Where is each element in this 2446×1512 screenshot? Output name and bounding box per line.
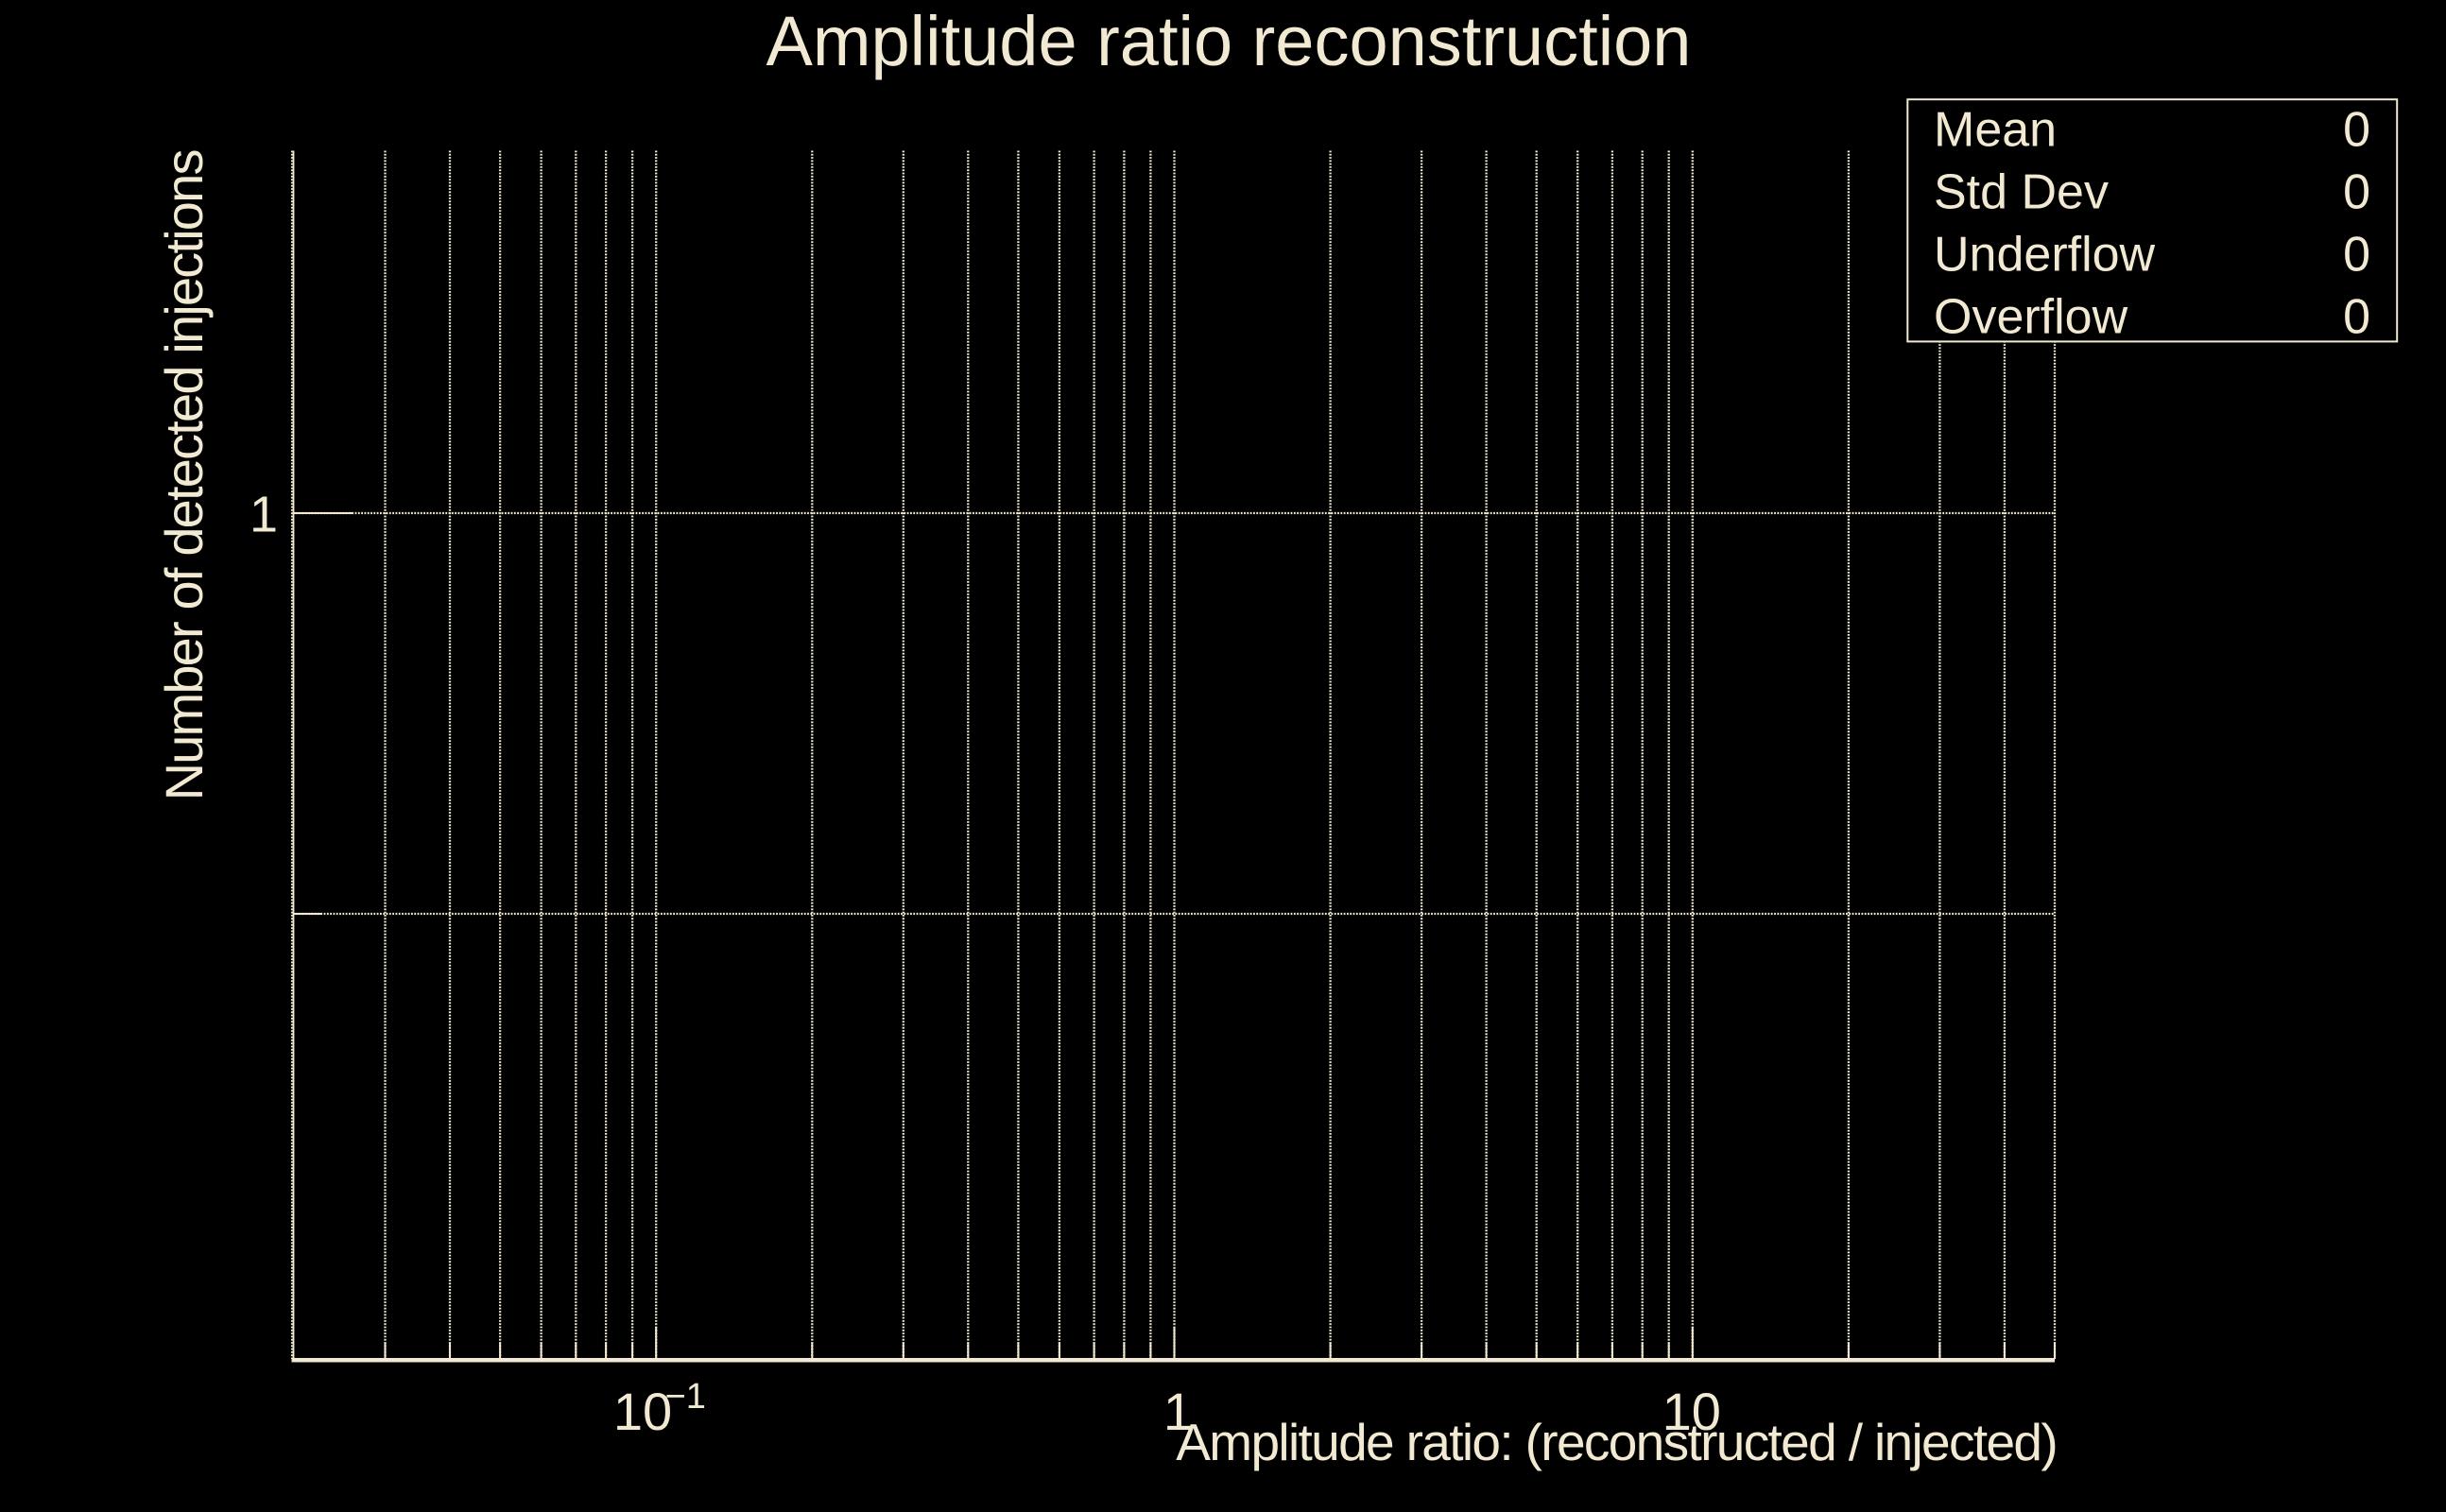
svg-text:10: 10 bbox=[1662, 1382, 1721, 1441]
svg-text:Number of detected injections: Number of detected injections bbox=[154, 150, 214, 800]
svg-text:0: 0 bbox=[2343, 228, 2370, 283]
svg-text:Amplitude ratio: (reconstructe: Amplitude ratio: (reconstructed / inject… bbox=[1176, 1413, 2057, 1471]
svg-text:−1: −1 bbox=[665, 1377, 706, 1417]
svg-text:Underflow: Underflow bbox=[1934, 228, 2156, 283]
svg-text:Amplitude ratio reconstruction: Amplitude ratio reconstruction bbox=[767, 2, 1692, 80]
svg-text:0: 0 bbox=[2343, 165, 2370, 220]
svg-text:Mean: Mean bbox=[1934, 103, 2057, 158]
svg-text:Overflow: Overflow bbox=[1934, 290, 2128, 345]
svg-text:0: 0 bbox=[2343, 103, 2370, 158]
svg-text:1: 1 bbox=[250, 487, 278, 543]
svg-text:Std Dev: Std Dev bbox=[1934, 165, 2109, 220]
svg-text:1: 1 bbox=[1163, 1382, 1193, 1441]
svg-text:10: 10 bbox=[613, 1382, 672, 1441]
svg-text:0: 0 bbox=[2343, 290, 2370, 345]
